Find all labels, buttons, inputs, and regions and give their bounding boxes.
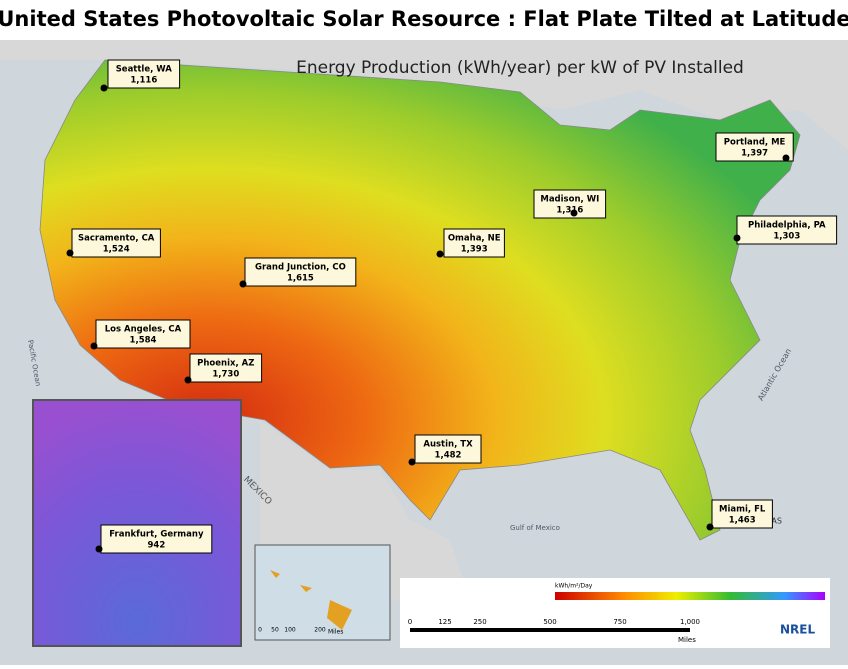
city-dot xyxy=(184,376,192,384)
city-value: 1,393 xyxy=(461,245,488,255)
legend-unit: kWh/m²/Day xyxy=(555,583,593,590)
hawaii-scale-label: 100 xyxy=(284,627,296,634)
city-box xyxy=(71,228,161,258)
city-name: Madison, WI xyxy=(540,195,599,205)
city-value: 1,524 xyxy=(103,245,130,255)
city-value: 1,116 xyxy=(130,76,157,86)
scale-label: 750 xyxy=(613,618,626,626)
hawaii-inset xyxy=(254,544,391,641)
city-box xyxy=(711,499,773,529)
city-dot xyxy=(782,154,790,162)
scale-unit: Miles xyxy=(678,636,696,644)
city-box xyxy=(107,59,181,89)
subtitle: Energy Production (kWh/year) per kW of P… xyxy=(296,58,744,78)
title-bar xyxy=(0,0,848,40)
city-box xyxy=(443,228,505,258)
city-name: Miami, FL xyxy=(719,505,766,515)
hawaii-scale-unit: Miles xyxy=(328,629,343,636)
city-box xyxy=(100,524,213,554)
city-box xyxy=(189,353,263,383)
city-name: Frankfurt, Germany xyxy=(109,530,204,540)
city-value: 1,482 xyxy=(435,451,462,461)
city-name: Portland, ME xyxy=(724,138,786,148)
logo: NREL xyxy=(780,623,815,637)
city-box xyxy=(533,189,607,219)
scale-label: 250 xyxy=(473,618,486,626)
city-value: 1,615 xyxy=(287,274,314,284)
city-value: 1,584 xyxy=(130,336,157,346)
city-name: Omaha, NE xyxy=(448,234,501,244)
city-box xyxy=(244,257,357,287)
canada xyxy=(0,40,848,150)
city-name: Grand Junction, CO xyxy=(255,263,346,273)
city-dot xyxy=(90,342,98,350)
city-dot xyxy=(239,280,247,288)
title: United States Photovoltaic Solar Resourc… xyxy=(0,7,848,31)
germany-inset xyxy=(32,399,242,647)
city-box xyxy=(414,434,482,464)
city-name: Austin, TX xyxy=(423,440,473,450)
city-value: 1,730 xyxy=(212,370,239,380)
city-dot xyxy=(706,523,714,531)
city-dot xyxy=(95,545,103,553)
city-name: Seattle, WA xyxy=(116,65,173,75)
city-box xyxy=(736,215,838,245)
city-dot xyxy=(66,249,74,257)
city-name: Sacramento, CA xyxy=(78,234,155,244)
city-dot xyxy=(408,458,416,466)
scale-label: 500 xyxy=(543,618,556,626)
scale-bar xyxy=(410,628,690,632)
city-name: Los Angeles, CA xyxy=(105,325,182,335)
legend-box xyxy=(400,578,830,648)
city-dot xyxy=(733,234,741,242)
city-name: Philadelphia, PA xyxy=(748,221,826,231)
hawaii-scale-label: 200 xyxy=(314,627,326,634)
hawaii xyxy=(270,570,352,630)
city-box xyxy=(715,132,794,162)
legend-colorbar xyxy=(555,592,825,600)
us-land xyxy=(39,59,801,541)
city-value: 1,463 xyxy=(729,516,756,526)
city-value: 1,397 xyxy=(741,149,768,159)
city-dot xyxy=(436,250,444,258)
hawaii-scale-label: 0 xyxy=(258,627,262,634)
city-dot xyxy=(570,209,578,217)
city-box xyxy=(95,319,191,349)
scale-label: 0 xyxy=(408,618,412,626)
city-name: Phoenix, AZ xyxy=(197,359,254,369)
gulf-label: Gulf of Mexico xyxy=(510,524,560,532)
scale-label: 125 xyxy=(438,618,451,626)
city-dot xyxy=(100,84,108,92)
city-value: 942 xyxy=(148,541,166,551)
city-value: 1,303 xyxy=(773,232,800,242)
hawaii-scale-label: 50 xyxy=(271,627,279,634)
city-value: 1,316 xyxy=(556,206,583,216)
scale-label: 1,000 xyxy=(680,618,700,626)
